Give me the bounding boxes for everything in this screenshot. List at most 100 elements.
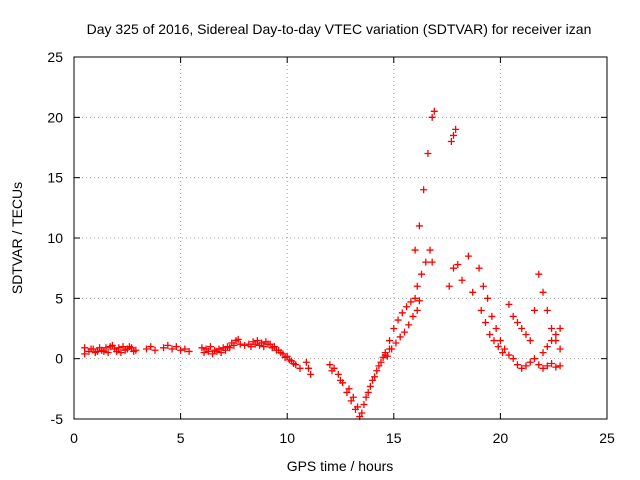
data-point <box>226 344 234 352</box>
y-tick-label: 5 <box>55 290 63 306</box>
data-point <box>413 306 421 314</box>
series-rise-15h-b <box>383 306 421 360</box>
data-point <box>418 270 426 278</box>
data-point <box>281 353 289 361</box>
x-tick-label: 5 <box>177 430 185 446</box>
data-point <box>213 347 221 355</box>
data-point <box>375 362 383 370</box>
data-point <box>535 270 543 278</box>
data-point <box>392 339 400 347</box>
data-point <box>543 306 551 314</box>
data-point <box>125 343 133 351</box>
data-point <box>501 345 509 353</box>
data-point <box>366 382 374 390</box>
data-point <box>531 355 539 363</box>
data-point <box>130 347 138 355</box>
series-decay-19.5h-b <box>477 306 507 357</box>
data-point <box>522 331 530 339</box>
data-point <box>383 352 391 360</box>
data-point <box>415 297 423 305</box>
data-point <box>426 246 434 254</box>
data-point <box>424 150 432 158</box>
data-point <box>96 344 104 352</box>
x-tick-label: 0 <box>70 430 78 446</box>
data-point <box>428 113 436 121</box>
data-point <box>251 340 259 348</box>
data-point <box>185 347 193 355</box>
data-point <box>543 343 551 351</box>
data-point <box>151 346 159 354</box>
data-point <box>236 340 244 348</box>
data-point <box>490 337 498 345</box>
series-peak-18.5h <box>445 252 477 296</box>
series-hump-9h-b <box>247 340 298 367</box>
data-point <box>488 312 496 320</box>
data-point <box>255 341 263 349</box>
x-tick-label: 20 <box>493 430 509 446</box>
data-point <box>539 288 547 296</box>
y-tick-label: 15 <box>47 170 63 186</box>
data-point <box>119 343 127 351</box>
data-point <box>505 351 513 359</box>
series-late-21h-b <box>513 355 564 372</box>
data-point <box>526 337 534 345</box>
data-point <box>428 258 436 266</box>
data-point <box>364 388 372 396</box>
data-point <box>108 341 116 349</box>
data-point <box>345 385 353 393</box>
data-point <box>505 300 513 308</box>
x-axis-label: GPS time / hours <box>287 458 394 474</box>
data-point <box>230 341 238 349</box>
data-point <box>113 347 121 355</box>
data-point <box>102 344 110 352</box>
data-point <box>430 107 438 115</box>
data-point <box>415 222 423 230</box>
data-point <box>328 367 336 375</box>
x-tick-label: 25 <box>599 430 615 446</box>
data-point <box>420 186 428 194</box>
data-point <box>509 355 517 363</box>
series-late-21h <box>505 270 564 353</box>
data-point <box>358 409 366 417</box>
data-point <box>337 376 344 384</box>
data-point <box>381 349 389 357</box>
data-point <box>449 131 457 139</box>
series-late-22.5h <box>539 325 564 357</box>
data-point <box>362 393 370 401</box>
plot-frame <box>73 56 608 420</box>
data-point <box>206 343 214 351</box>
data-point <box>347 397 355 405</box>
series-early-flat-2 <box>142 341 193 355</box>
series-early-flat-1b <box>81 341 138 357</box>
data-point <box>221 346 229 354</box>
data-point <box>400 328 408 336</box>
data-point <box>177 346 185 354</box>
data-point <box>452 125 460 133</box>
y-tick-label: 20 <box>47 109 63 125</box>
data-point <box>247 343 255 351</box>
data-point <box>454 261 462 269</box>
data-point <box>449 264 457 272</box>
series-early-flat-1 <box>81 343 140 358</box>
data-point <box>377 358 385 366</box>
data-point <box>513 361 521 369</box>
grid-lines <box>74 57 607 419</box>
data-point <box>253 337 261 345</box>
series-spike-16.5h-b <box>413 246 436 290</box>
series-spike-17.8h <box>447 125 460 145</box>
data-point <box>396 333 404 341</box>
data-point <box>373 367 381 375</box>
series-rise-15h <box>381 294 423 357</box>
data-point <box>492 325 500 332</box>
data-point <box>91 349 99 357</box>
data-point <box>548 359 556 367</box>
data-point <box>371 373 379 381</box>
data-point <box>260 343 268 351</box>
data-point <box>494 343 502 351</box>
data-point <box>484 294 492 302</box>
data-point <box>349 393 357 401</box>
data-point <box>326 361 334 369</box>
data-point <box>142 345 150 353</box>
data-point <box>475 264 483 272</box>
